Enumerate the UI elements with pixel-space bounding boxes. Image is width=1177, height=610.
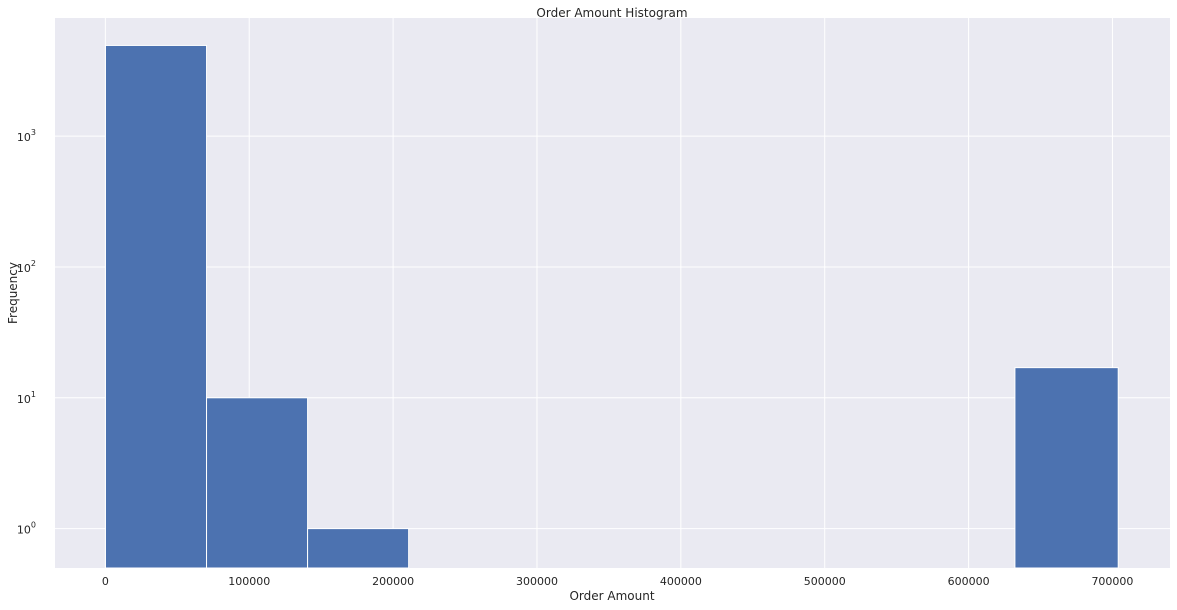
- bars: [104, 44, 1119, 569]
- x-tick-label: 500000: [804, 575, 846, 588]
- histogram-bar: [307, 528, 410, 569]
- y-tick-label: 102: [17, 259, 36, 275]
- x-tick-label: 400000: [660, 575, 702, 588]
- y-tick-label: 103: [17, 128, 36, 144]
- x-tick-label: 600000: [948, 575, 990, 588]
- x-tick-label: 300000: [516, 575, 558, 588]
- histogram-bar: [1014, 367, 1119, 569]
- x-tick-label: 200000: [372, 575, 414, 588]
- chart-title: Order Amount Histogram: [536, 6, 687, 20]
- y-axis-label: Frequency: [6, 262, 20, 324]
- histogram-bar: [104, 44, 208, 569]
- x-axis-label: Order Amount: [569, 589, 654, 603]
- y-tick-label: 100: [17, 521, 36, 537]
- x-tick-label: 100000: [228, 575, 270, 588]
- histogram-bar: [206, 397, 309, 569]
- x-tick-label: 0: [102, 575, 109, 588]
- y-tick-label: 101: [17, 390, 36, 406]
- tick-labels: 0 100000 200000 300000 400000 500000 600000 700…: [17, 128, 1134, 588]
- x-tick-label: 700000: [1091, 575, 1133, 588]
